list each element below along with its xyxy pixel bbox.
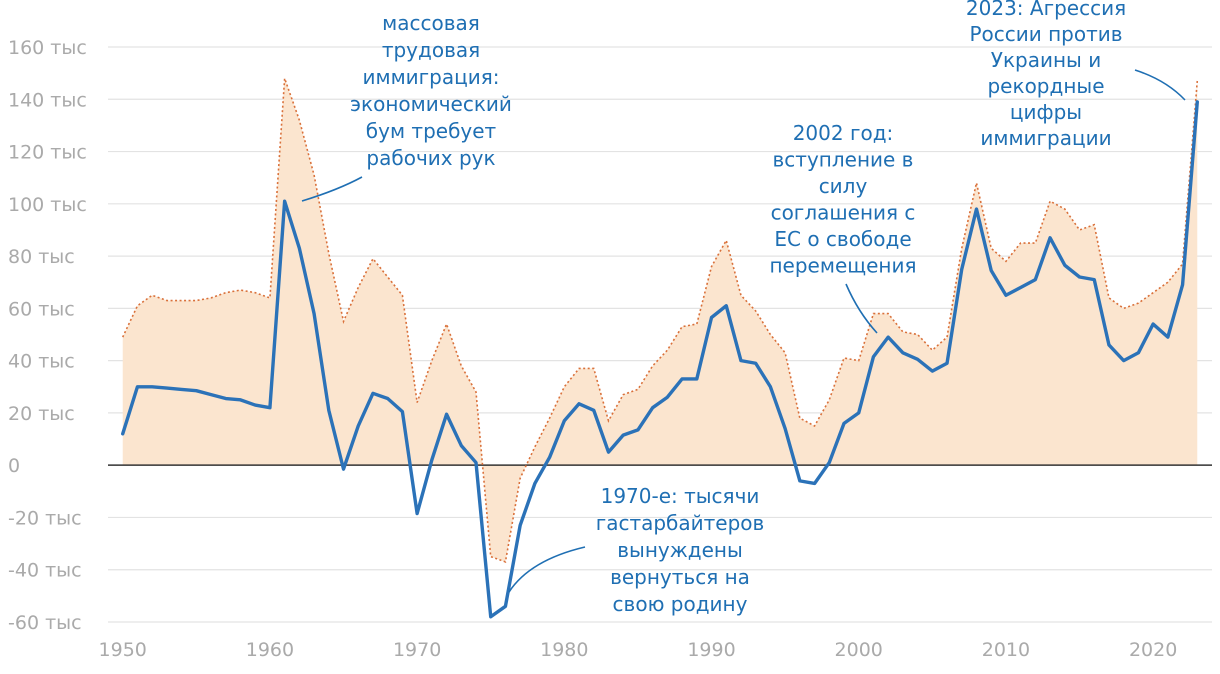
y-tick-label: -60 тыс xyxy=(8,612,82,634)
annotation-line: бум требует xyxy=(366,119,497,143)
annotation-line: соглашения с xyxy=(771,201,916,225)
immigration-area xyxy=(122,78,1198,562)
immigration-area-fill xyxy=(122,78,1198,562)
annotation-line: Украины и xyxy=(991,48,1101,72)
annotation-eu-2002: 2002 год: вступление в силу соглашения с ЕС … xyxy=(769,121,916,278)
annotation-line: вернуться на xyxy=(610,565,750,589)
annotation-mass-immigration: массовая трудовая иммиграция: экономический… xyxy=(350,11,512,170)
x-tick-label: 1970 xyxy=(393,639,441,661)
annotation-line: иммиграции xyxy=(980,126,1111,150)
annotation-line: цифры xyxy=(1010,100,1082,124)
annotation-seventies: 1970-е: тысячи гастарбайтеров вынуждены вер… xyxy=(596,484,765,616)
x-tick-label: 1980 xyxy=(540,639,588,661)
y-tick-label: 20 тыс xyxy=(8,403,75,425)
immigration-line xyxy=(121,78,1199,563)
y-tick-label: 140 тыс xyxy=(8,89,87,111)
annotation-line: свою родину xyxy=(613,592,748,616)
annotation-line: экономический xyxy=(350,92,512,116)
annotation-line: ЕС о свободе xyxy=(774,227,911,251)
annotation-leader xyxy=(301,176,363,202)
annotation-leader xyxy=(845,283,878,334)
annotation-line: перемещения xyxy=(769,254,916,278)
annotation-line: массовая xyxy=(382,11,480,35)
x-tick-label: 1960 xyxy=(246,639,294,661)
annotation-leader xyxy=(1134,69,1186,101)
annotation-line: 2023: Агрессия xyxy=(966,0,1126,20)
y-tick-label: 120 тыс xyxy=(8,142,87,164)
y-tick-label: 0 xyxy=(8,455,20,477)
x-tick-label: 2020 xyxy=(1129,639,1177,661)
annotation-line: трудовая xyxy=(382,38,480,62)
y-axis-tick-labels: -60 тыс -40 тыс -20 тыс 0 20 тыс 40 тыс 60 тыс… xyxy=(8,37,87,634)
y-tick-label: -40 тыс xyxy=(8,560,82,582)
net-migration-series xyxy=(121,100,1199,619)
annotation-leader xyxy=(508,546,586,593)
annotation-line: вынуждены xyxy=(617,538,743,562)
annotations: массовая трудовая иммиграция: экономический… xyxy=(301,0,1186,616)
x-tick-label: 2010 xyxy=(982,639,1030,661)
annotation-line: вступление в xyxy=(773,148,914,172)
annotation-line: 1970-е: тысячи xyxy=(601,484,760,508)
annotation-line: рабочих рук xyxy=(366,146,495,170)
y-tick-label: 100 тыс xyxy=(8,194,87,216)
net-migration-line xyxy=(121,100,1199,619)
annotation-line: силу xyxy=(819,174,868,198)
annotation-line: иммиграция: xyxy=(362,65,499,89)
immigration-series xyxy=(121,78,1199,563)
annotation-russia-2023: 2023: Агрессия России против Украины и реко… xyxy=(966,0,1126,150)
annotation-line: рекордные xyxy=(987,74,1104,98)
annotation-line: 2002 год: xyxy=(793,121,894,145)
x-axis-tick-labels: 1950 1960 1970 1980 1990 2000 2010 2020 xyxy=(99,639,1178,661)
x-tick-label: 1990 xyxy=(687,639,735,661)
y-tick-label: -20 тыс xyxy=(8,507,82,529)
annotation-line: России против xyxy=(969,22,1122,46)
y-tick-label: 40 тыс xyxy=(8,351,75,373)
y-tick-label: 160 тыс xyxy=(8,37,87,59)
annotation-line: гастарбайтеров xyxy=(596,511,765,535)
y-tick-label: 80 тыс xyxy=(8,246,75,268)
y-tick-label: 60 тыс xyxy=(8,298,75,320)
x-tick-label: 2000 xyxy=(835,639,883,661)
x-tick-label: 1950 xyxy=(99,639,147,661)
